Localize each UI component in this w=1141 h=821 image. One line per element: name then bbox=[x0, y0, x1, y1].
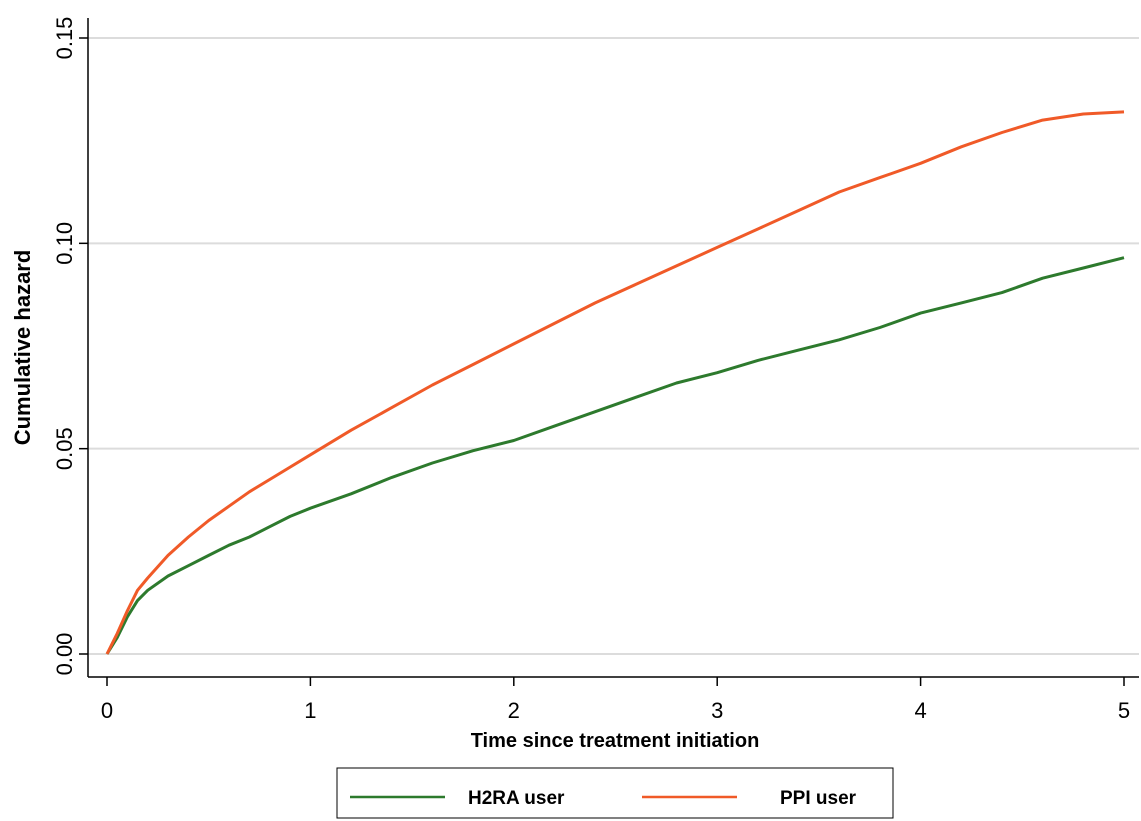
x-tick-label: 4 bbox=[914, 698, 926, 723]
x-tick-label: 0 bbox=[101, 698, 113, 723]
legend-box bbox=[336, 767, 894, 819]
y-tick-label: 0.05 bbox=[52, 427, 77, 470]
y-tick-label: 0.15 bbox=[52, 17, 77, 60]
grid-lines bbox=[88, 37, 1139, 655]
legend: H2RA user PPI user bbox=[336, 767, 894, 819]
y-tick-label: 0.10 bbox=[52, 222, 77, 265]
series-line-1 bbox=[105, 110, 1125, 655]
x-axis-label: Time since treatment initiation bbox=[471, 730, 760, 752]
y-tick-label: 0.00 bbox=[52, 633, 77, 676]
legend-label-ppi: PPI user bbox=[780, 788, 857, 809]
legend-label-h2ra: H2RA user bbox=[468, 788, 565, 809]
x-axis-ticks: 0 1 2 3 4 5 bbox=[101, 677, 1130, 723]
x-tick-label: 1 bbox=[304, 698, 316, 723]
series-line-0 bbox=[105, 256, 1125, 655]
x-tick-label: 2 bbox=[508, 698, 520, 723]
series-lines bbox=[105, 110, 1125, 655]
x-tick-label: 5 bbox=[1118, 698, 1130, 723]
y-axis-ticks: 0.00 0.05 0.10 0.15 bbox=[52, 17, 88, 676]
x-tick-label: 3 bbox=[711, 698, 723, 723]
y-axis-label: Cumulative hazard bbox=[10, 250, 35, 446]
